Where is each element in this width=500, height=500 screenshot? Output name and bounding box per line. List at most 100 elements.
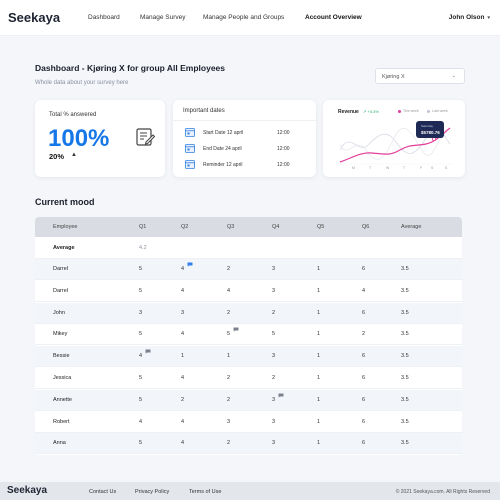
table-row[interactable]: Robert 4 4 3 3 1 6 3.5: [35, 412, 462, 433]
score-cell: 4: [227, 287, 231, 294]
copyright: © 2021 Seekaya.com. All Rights Reserved: [395, 489, 490, 495]
column-header[interactable]: Q5: [317, 224, 325, 230]
date-time: 12:00: [277, 130, 290, 136]
table-row[interactable]: Bessie 4 1 1 3 1 6 3.5: [35, 346, 462, 368]
score-cell: 4: [139, 353, 143, 360]
chevron-down-icon: ▾: [487, 15, 490, 21]
score-cell: 2: [181, 396, 185, 403]
employee-name: Robert: [53, 418, 70, 425]
answered-card: Total % answered 100% 20% ▲: [35, 100, 165, 177]
table-row[interactable]: Jessica 5 4 2 2 1 6 3.5: [35, 368, 462, 389]
score-cell: 1: [317, 331, 321, 338]
date-label: Start Date 12 april: [203, 130, 244, 136]
divider: [173, 120, 316, 121]
score-cell: 1: [317, 440, 321, 447]
brand-logo[interactable]: Seekaya: [8, 10, 61, 25]
score-cell: 2: [227, 309, 231, 316]
legend-dot-this-week: [398, 110, 401, 113]
footer-privacy-link[interactable]: Privacy Policy: [135, 489, 170, 495]
date-label: Reminder 12 april: [203, 162, 243, 168]
score-cell: 3: [227, 418, 231, 425]
user-menu[interactable]: John Olson ▾: [449, 14, 490, 21]
table-row[interactable]: Darrel 5 4 4 3 1 4 3.5: [35, 281, 462, 302]
score-cell: 4: [181, 375, 185, 381]
column-header[interactable]: Employee: [53, 224, 78, 230]
calendar-icon: [185, 128, 195, 137]
table-row[interactable]: Mikey 5 4 5 5 1 2 3.5: [35, 324, 462, 346]
employee-name: Jessica: [53, 375, 72, 381]
score-cell: 2: [227, 375, 231, 381]
comment-icon[interactable]: [278, 393, 284, 398]
score-cell: 3: [272, 353, 276, 360]
score-cell: 4: [181, 418, 185, 425]
score-cell: 3: [139, 309, 143, 316]
calendar-icon: [185, 160, 195, 169]
score-cell: 3: [181, 309, 185, 316]
table-row[interactable]: John 3 3 2 2 1 6 3.5: [35, 302, 462, 324]
table-row[interactable]: Anna 5 4 2 3 1 6 3.5: [35, 433, 462, 455]
comment-icon[interactable]: [145, 349, 151, 354]
score-cell: 2: [362, 331, 366, 338]
current-mood-title: Current mood: [35, 197, 95, 207]
score-cell: 2: [272, 309, 276, 316]
page-subtitle: Whole data about your survey here: [35, 80, 129, 86]
score-cell: 3.5: [401, 287, 409, 294]
table-row[interactable]: Annette 5 2 2 3 1 6 3.5: [35, 389, 462, 411]
score-cell: 1: [181, 353, 185, 360]
nav-manage-survey[interactable]: Manage Survey: [140, 14, 186, 21]
score-cell: 1: [317, 266, 321, 272]
nav-account-overview[interactable]: Account Overview: [305, 14, 362, 21]
column-header[interactable]: Q6: [362, 224, 370, 230]
column-header[interactable]: Q3: [227, 224, 235, 230]
x-tick: T: [369, 166, 372, 170]
score-cell: 3: [272, 287, 276, 294]
footer-terms-link[interactable]: Terms of Use: [189, 489, 222, 495]
important-dates-heading: Important dates: [183, 108, 225, 114]
score-cell: 6: [362, 396, 366, 403]
score-cell: 6: [362, 440, 366, 447]
mood-table: Employee Q1 Q2 Q3 Q4 Q5 Q6 Average Avera…: [35, 217, 462, 455]
score-cell: 6: [362, 266, 366, 272]
score-cell: 3.5: [401, 396, 409, 403]
revenue-card: Revenue ↗ +3.3% This week Last week Satu…: [323, 100, 465, 177]
footer-contact-link[interactable]: Contact Us: [89, 489, 117, 495]
legend-this-week: This week: [403, 109, 419, 113]
score-cell: 6: [362, 309, 366, 316]
score-cell: 2: [227, 396, 231, 403]
score-cell: 6: [362, 353, 366, 360]
column-header[interactable]: Q1: [139, 224, 147, 230]
comment-icon[interactable]: [233, 327, 239, 332]
average-row: Average 4.2: [35, 238, 462, 259]
x-tick: S: [431, 166, 434, 170]
score-cell: 1: [317, 418, 321, 425]
column-header[interactable]: Q2: [181, 224, 189, 230]
revenue-change: ↗ +3.3%: [363, 109, 379, 114]
column-header[interactable]: Q4: [272, 224, 280, 230]
score-cell: 1: [317, 353, 321, 360]
footer-logo[interactable]: Seekaya: [7, 485, 48, 496]
score-cell: 1: [317, 309, 321, 316]
score-cell: 5: [139, 375, 143, 381]
top-navbar: Seekaya Dashboard Manage Survey Manage P…: [0, 0, 500, 36]
score-cell: 2: [272, 375, 276, 381]
comment-icon[interactable]: [187, 262, 193, 267]
score-cell: 3.5: [401, 418, 409, 425]
nav-dashboard[interactable]: Dashboard: [88, 14, 120, 21]
score-cell: 4: [362, 287, 366, 294]
score-cell: 3: [272, 418, 276, 425]
employee-name: John: [53, 309, 65, 316]
score-cell: 6: [362, 418, 366, 425]
survey-select[interactable]: Kjøring X ⌄: [375, 68, 465, 84]
score-cell: 3.5: [401, 353, 409, 360]
table-row[interactable]: Darrel 5 4 2 3 1 6 3.5: [35, 259, 462, 280]
score-cell: 3: [272, 266, 276, 272]
answered-value: 100%: [48, 125, 110, 152]
column-header[interactable]: Average: [401, 224, 422, 230]
score-cell: 6: [362, 375, 366, 381]
date-label: End Date 24 april: [203, 146, 242, 152]
score-cell: 3.5: [401, 440, 409, 447]
x-tick: W: [386, 166, 390, 170]
nav-manage-people-groups[interactable]: Manage People and Groups: [203, 14, 285, 21]
employee-name: Annette: [53, 396, 72, 403]
chevron-down-icon: ⌄: [451, 73, 456, 79]
